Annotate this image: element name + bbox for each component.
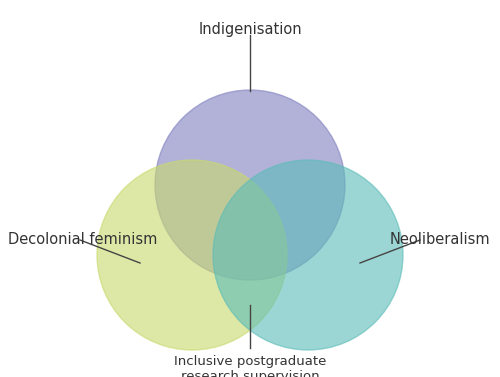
Text: Decolonial feminism: Decolonial feminism: [8, 233, 158, 247]
Text: Inclusive postgraduate
research supervision
‘shared learning space’: Inclusive postgraduate research supervis…: [172, 355, 328, 377]
Circle shape: [213, 160, 403, 350]
Circle shape: [97, 160, 287, 350]
Text: Neoliberalism: Neoliberalism: [390, 233, 490, 247]
Text: Indigenisation: Indigenisation: [198, 22, 302, 37]
Circle shape: [155, 90, 345, 280]
